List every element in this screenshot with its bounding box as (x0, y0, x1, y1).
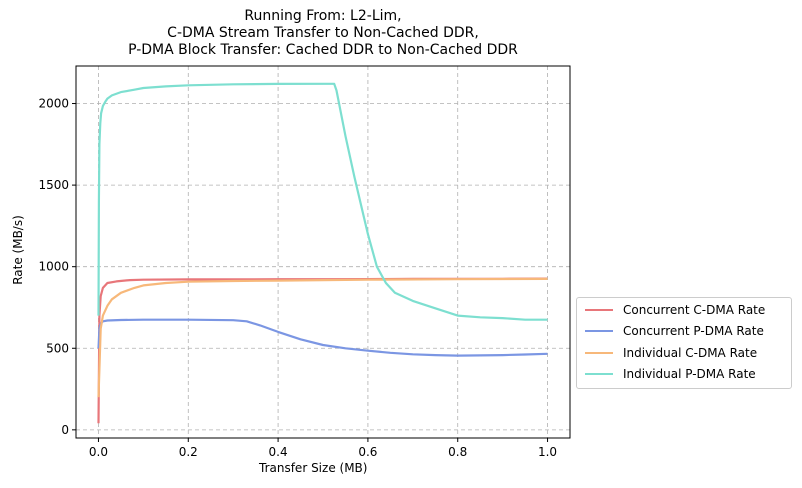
legend: Concurrent C-DMA Rate Concurrent P-DMA R… (576, 297, 792, 389)
legend-swatch-individual-cdma (585, 352, 613, 354)
x-tick-label: 0.2 (179, 445, 198, 459)
legend-item-concurrent-pdma: Concurrent P-DMA Rate (585, 321, 764, 341)
concurrent-pdma-line (97, 318, 548, 357)
series-lines (97, 82, 548, 424)
legend-label: Concurrent C-DMA Rate (623, 303, 766, 317)
x-tick-label: 0.6 (358, 445, 377, 459)
grid (76, 66, 570, 438)
y-axis-label: Rate (MB/s) (11, 215, 25, 285)
y-tick-label: 2000 (38, 97, 69, 111)
legend-label: Concurrent P-DMA Rate (623, 324, 764, 338)
individual-pdma-line (97, 82, 548, 321)
y-tick-label: 0 (61, 423, 69, 437)
x-tick-label: 0.0 (89, 445, 108, 459)
legend-item-individual-pdma: Individual P-DMA Rate (585, 364, 756, 384)
legend-item-concurrent-cdma: Concurrent C-DMA Rate (585, 300, 765, 320)
x-tick-label: 0.8 (448, 445, 467, 459)
x-tick-label: 0.4 (269, 445, 288, 459)
plot-frame (75, 65, 571, 439)
chart-title-line-2: C-DMA Stream Transfer to Non-Cached DDR, (167, 25, 479, 41)
chart-title-line-3: P-DMA Block Transfer: Cached DDR to Non-… (128, 42, 518, 58)
y-tick-label: 500 (46, 341, 69, 355)
legend-label: Individual C-DMA Rate (623, 346, 758, 360)
legend-item-individual-cdma: Individual C-DMA Rate (585, 343, 757, 363)
chart-title-line-1: Running From: L2-Lim, (244, 8, 402, 24)
legend-label: Individual P-DMA Rate (623, 367, 756, 381)
concurrent-cdma-line (97, 277, 548, 424)
y-tick-label: 1000 (38, 260, 69, 274)
legend-swatch-concurrent-cdma (585, 309, 613, 311)
axis-ticks: 0.0 0.2 0.4 0.6 0.8 1.0 0 500 1000 1500 2000 (38, 97, 557, 459)
y-tick-label: 1500 (38, 178, 69, 192)
x-axis-label: Transfer Size (MB) (259, 461, 368, 475)
legend-swatch-individual-pdma (585, 373, 613, 375)
legend-swatch-concurrent-pdma (585, 330, 613, 332)
x-tick-label: 1.0 (538, 445, 557, 459)
individual-cdma-line (97, 277, 548, 398)
